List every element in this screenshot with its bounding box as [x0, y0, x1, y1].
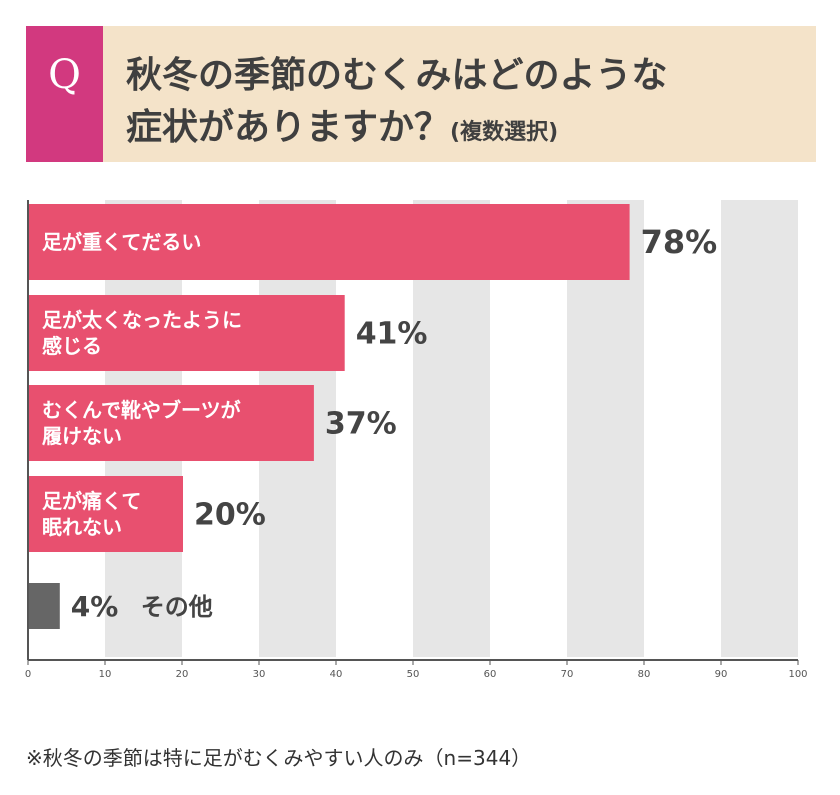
question-title-note: (複数選択) [450, 120, 559, 145]
bar-value-label: 41% [356, 317, 428, 352]
bar-value-label: 78% [641, 223, 718, 261]
bar [29, 204, 630, 280]
bar-category-label: その他 [141, 593, 213, 621]
x-tick-label: 70 [561, 669, 574, 680]
grid-band [721, 200, 798, 657]
bar-category-label: 履けない [42, 424, 122, 448]
bar-value-label: 20% [194, 498, 266, 533]
question-header: Q 秋冬の季節のむくみはどのような 症状がありますか？(複数選択) [26, 26, 816, 162]
bar-category-label: 足が重くてだるい [42, 230, 201, 254]
bar-value-label: 37% [325, 407, 397, 442]
bar-value-label: 4% [71, 590, 119, 623]
bar [29, 583, 60, 629]
q-letter: Q [48, 52, 81, 98]
bar-category-label: 眠れない [42, 515, 122, 539]
bar-chart: 0 10 20 30 40 50 60 70 80 90 100 78% 足が重くてだるい 41% 足が太く… [25, 200, 808, 680]
bar [29, 295, 345, 371]
x-tick-label: 90 [715, 669, 728, 680]
bar [29, 476, 183, 552]
x-tick-label: 40 [330, 669, 343, 680]
x-tick-label: 20 [176, 669, 189, 680]
bar-category-label: 感じる [42, 334, 102, 358]
x-tick-label: 80 [638, 669, 651, 680]
bar-category-label: 足が太くなったように [42, 308, 242, 332]
x-tick-label: 0 [25, 669, 31, 680]
footnote: ※秋冬の季節は特に足がむくみやすい人のみ（n=344） [26, 746, 532, 770]
question-title-line1: 秋冬の季節のむくみはどのような [126, 55, 668, 96]
q-badge: Q [26, 26, 103, 162]
bar-category-label: むくんで靴やブーツが [42, 398, 241, 422]
question-title-main: 症状がありますか？ [126, 107, 451, 148]
x-tick-label: 50 [407, 669, 420, 680]
bar [29, 385, 314, 461]
x-tick-label: 100 [788, 669, 807, 680]
x-tick-label: 10 [99, 669, 112, 680]
question-title-line2: 症状がありますか？(複数選択) [126, 98, 558, 150]
x-tick-label: 30 [253, 669, 266, 680]
bar-category-label: 足が痛くて [42, 489, 141, 513]
x-tick-label: 60 [484, 669, 497, 680]
